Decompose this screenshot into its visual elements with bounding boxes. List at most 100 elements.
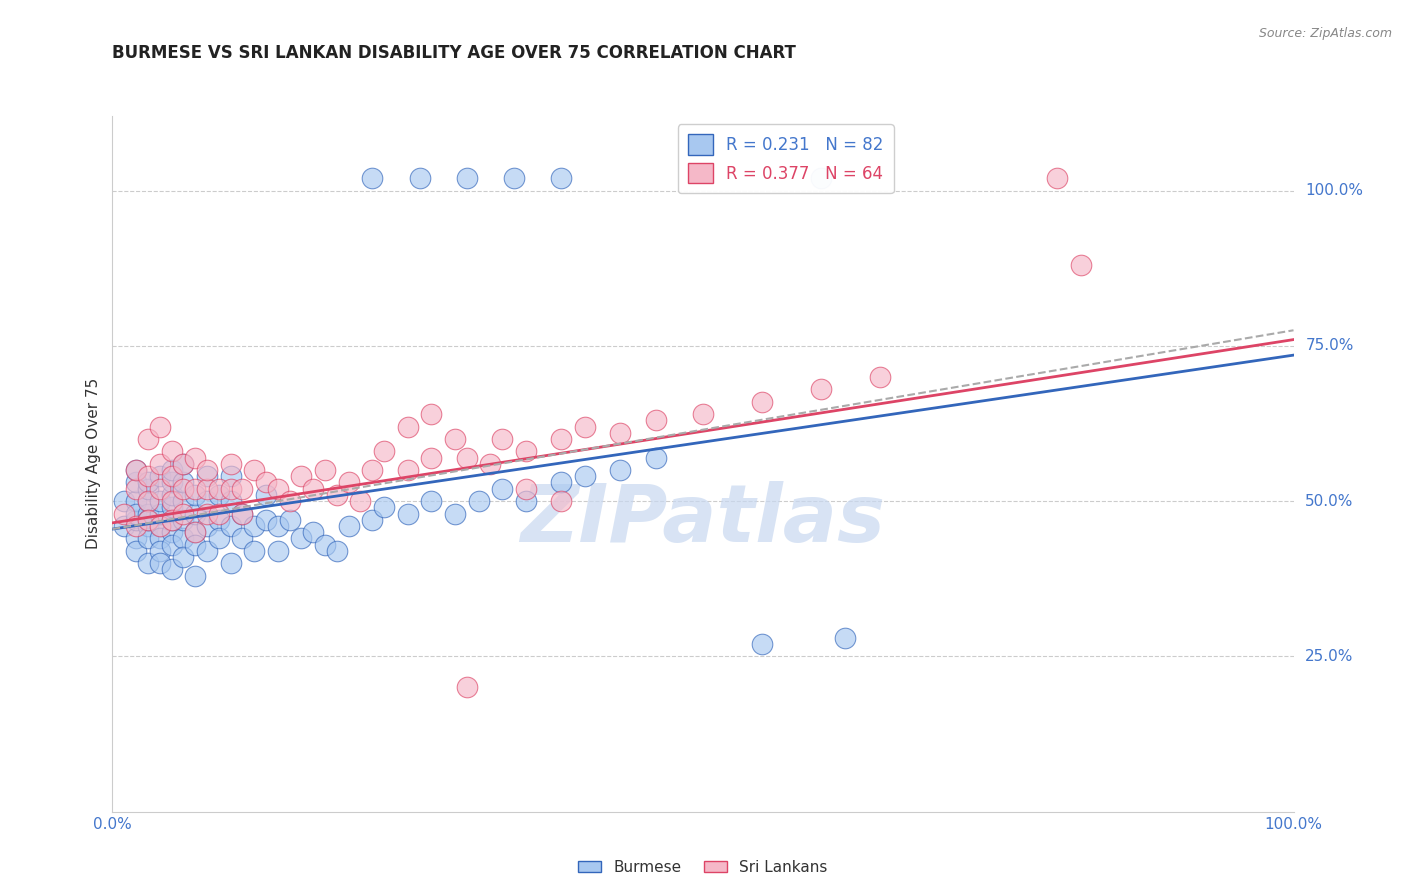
Point [195, 469, 218, 483]
Point [609, 425, 631, 440]
Legend: Burmese, Sri Lankans: Burmese, Sri Lankans [572, 854, 834, 880]
Point [160, 525, 183, 540]
Point [278, 494, 301, 508]
Point [125, 513, 148, 527]
Point [160, 444, 183, 458]
Point [349, 494, 371, 508]
Point [302, 482, 325, 496]
Point [290, 532, 312, 546]
Text: Source: ZipAtlas.com: Source: ZipAtlas.com [1258, 27, 1392, 40]
Point [160, 463, 183, 477]
Text: 25.0%: 25.0% [1305, 648, 1354, 664]
Point [160, 494, 183, 508]
Point [396, 419, 419, 434]
Point [361, 513, 384, 527]
Point [515, 494, 537, 508]
Point [869, 369, 891, 384]
Point [644, 450, 666, 465]
Point [172, 513, 194, 527]
Point [550, 494, 572, 508]
Point [231, 507, 253, 521]
Point [160, 538, 183, 552]
Point [456, 450, 478, 465]
Point [290, 469, 312, 483]
Point [810, 171, 832, 186]
Point [125, 463, 148, 477]
Point [609, 463, 631, 477]
Point [243, 544, 266, 558]
Point [456, 171, 478, 186]
Point [751, 637, 773, 651]
Point [467, 494, 489, 508]
Point [136, 482, 159, 496]
Point [574, 469, 596, 483]
Point [208, 482, 231, 496]
Point [219, 519, 242, 533]
Point [149, 457, 172, 471]
Point [254, 475, 277, 490]
Point [692, 407, 714, 421]
Text: BURMESE VS SRI LANKAN DISABILITY AGE OVER 75 CORRELATION CHART: BURMESE VS SRI LANKAN DISABILITY AGE OVE… [112, 45, 796, 62]
Point [644, 413, 666, 427]
Point [408, 171, 430, 186]
Point [125, 463, 148, 477]
Point [834, 631, 856, 645]
Point [149, 544, 172, 558]
Point [184, 507, 207, 521]
Point [267, 482, 290, 496]
Point [136, 432, 159, 446]
Point [420, 450, 443, 465]
Point [160, 562, 183, 576]
Point [160, 513, 183, 527]
Point [136, 513, 159, 527]
Point [810, 382, 832, 396]
Point [326, 488, 349, 502]
Point [160, 500, 183, 515]
Point [243, 519, 266, 533]
Point [219, 482, 242, 496]
Point [231, 482, 253, 496]
Point [184, 488, 207, 502]
Point [172, 549, 194, 564]
Point [172, 475, 194, 490]
Point [125, 482, 148, 496]
Point [184, 525, 207, 540]
Point [172, 457, 194, 471]
Point [136, 475, 159, 490]
Point [373, 500, 395, 515]
Point [208, 507, 231, 521]
Point [125, 494, 148, 508]
Point [149, 519, 172, 533]
Point [125, 475, 148, 490]
Point [112, 507, 135, 521]
Point [444, 432, 467, 446]
Point [326, 544, 349, 558]
Point [195, 463, 218, 477]
Point [254, 488, 277, 502]
Point [479, 457, 502, 471]
Text: 100.0%: 100.0% [1305, 183, 1364, 198]
Point [456, 681, 478, 695]
Point [550, 171, 572, 186]
Y-axis label: Disability Age Over 75: Disability Age Over 75 [86, 378, 101, 549]
Point [208, 513, 231, 527]
Point [208, 488, 231, 502]
Point [302, 525, 325, 540]
Point [219, 494, 242, 508]
Point [125, 519, 148, 533]
Point [420, 494, 443, 508]
Point [172, 457, 194, 471]
Point [149, 494, 172, 508]
Point [136, 519, 159, 533]
Point [172, 494, 194, 508]
Point [550, 432, 572, 446]
Point [136, 532, 159, 546]
Point [149, 469, 172, 483]
Point [149, 419, 172, 434]
Point [491, 482, 513, 496]
Point [254, 513, 277, 527]
Point [136, 494, 159, 508]
Point [160, 475, 183, 490]
Point [337, 519, 360, 533]
Point [184, 482, 207, 496]
